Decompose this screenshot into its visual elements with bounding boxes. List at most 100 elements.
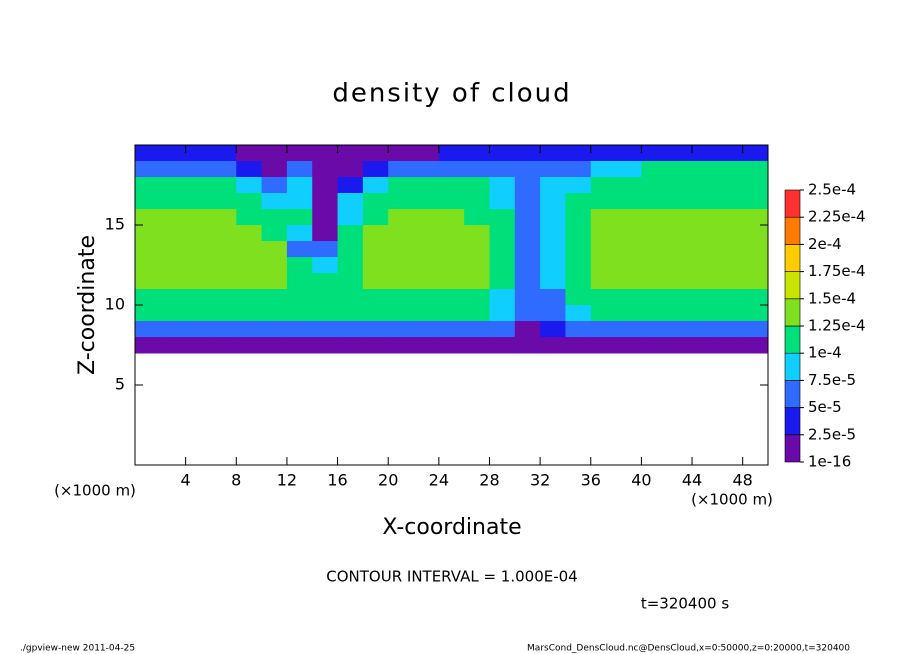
heat-cell xyxy=(666,289,693,306)
chart-title: density of cloud xyxy=(332,79,571,109)
heat-cell xyxy=(185,337,212,354)
heat-cell xyxy=(641,305,668,322)
heat-cell xyxy=(261,225,288,242)
heat-cell xyxy=(236,161,263,178)
heat-cell xyxy=(464,257,490,274)
heat-cell xyxy=(362,209,389,226)
heat-cell xyxy=(286,145,313,162)
heat-cell xyxy=(160,161,187,178)
heat-cell xyxy=(590,305,617,322)
contour-note: CONTOUR INTERVAL = 1.000E-04 xyxy=(326,568,577,586)
heat-cell xyxy=(413,209,440,226)
heat-cell xyxy=(489,305,516,322)
heat-cell xyxy=(413,273,440,290)
heat-cell xyxy=(489,321,516,338)
heat-cell xyxy=(388,145,415,162)
heat-cell xyxy=(565,225,592,242)
heat-cell xyxy=(438,289,465,306)
heat-cell xyxy=(261,241,288,258)
heat-cell xyxy=(565,209,592,226)
heat-cell xyxy=(565,257,592,274)
heat-cell xyxy=(286,177,313,194)
heat-cell xyxy=(641,145,668,162)
heat-cell xyxy=(666,161,693,178)
heat-cell xyxy=(362,273,389,290)
heat-cell xyxy=(666,177,693,194)
heat-cell xyxy=(261,177,288,194)
heat-cell xyxy=(489,337,516,354)
heat-cell xyxy=(540,321,566,338)
heat-cell xyxy=(616,289,642,306)
heat-cell xyxy=(616,225,642,242)
heat-cell xyxy=(666,145,693,162)
heat-cell xyxy=(742,177,769,194)
heat-cell xyxy=(337,193,364,210)
heat-cell xyxy=(236,241,263,258)
heat-cell xyxy=(565,193,592,210)
heat-cell xyxy=(565,145,592,162)
heat-cell xyxy=(135,257,161,274)
heat-cell xyxy=(236,193,263,210)
heat-cell xyxy=(388,177,415,194)
heat-cell xyxy=(261,337,288,354)
heat-cell xyxy=(312,241,339,258)
heat-cell xyxy=(210,305,237,322)
heat-cell xyxy=(286,257,313,274)
heat-cell xyxy=(160,145,187,162)
colorbar-band xyxy=(784,189,801,218)
heat-cell xyxy=(160,209,187,226)
colorbar-band xyxy=(784,216,801,245)
heat-cell xyxy=(692,305,718,322)
heat-cell xyxy=(312,177,339,194)
heat-cell xyxy=(160,289,187,306)
heat-cell xyxy=(717,161,744,178)
heat-cell xyxy=(337,177,364,194)
heat-cell xyxy=(337,241,364,258)
heat-cell xyxy=(135,145,161,162)
heat-cell xyxy=(565,273,592,290)
heat-cell xyxy=(742,337,769,354)
heat-cell xyxy=(692,177,718,194)
heat-cell xyxy=(160,305,187,322)
heat-cell xyxy=(185,257,212,274)
heat-cell xyxy=(692,209,718,226)
heat-cell xyxy=(464,225,490,242)
heat-cell xyxy=(337,257,364,274)
heat-cell xyxy=(135,225,161,242)
heat-cell xyxy=(236,337,263,354)
heat-cell xyxy=(312,321,339,338)
heat-cell xyxy=(565,337,592,354)
heat-cell xyxy=(135,193,161,210)
heat-cell xyxy=(286,305,313,322)
heat-cell xyxy=(590,193,617,210)
heat-cell xyxy=(185,273,212,290)
heat-cell xyxy=(236,273,263,290)
colorbar-band xyxy=(784,407,801,436)
heat-cell xyxy=(286,321,313,338)
heat-cell xyxy=(616,193,642,210)
colorbar-label: 2.25e-4 xyxy=(808,208,866,226)
colorbar-label: 2.5e-5 xyxy=(808,425,856,443)
heat-cell xyxy=(666,321,693,338)
heat-cell xyxy=(413,305,440,322)
heat-cell xyxy=(464,241,490,258)
heat-cell xyxy=(540,257,566,274)
heat-cell xyxy=(388,241,415,258)
heat-cell xyxy=(489,241,516,258)
colorbar-label: 5e-5 xyxy=(808,398,842,416)
colorbar-label: 2.5e-4 xyxy=(808,181,856,199)
heat-cell xyxy=(413,257,440,274)
heat-cell xyxy=(438,177,465,194)
x-unit: (×1000 m) xyxy=(691,491,773,509)
heat-cell xyxy=(413,177,440,194)
heat-cell xyxy=(286,161,313,178)
heat-cell xyxy=(717,241,744,258)
heat-cell xyxy=(236,305,263,322)
heat-cell xyxy=(362,145,389,162)
colorbar-label: 1.5e-4 xyxy=(808,289,856,307)
heat-cell xyxy=(742,273,769,290)
heat-cell xyxy=(742,225,769,242)
heat-cell xyxy=(312,289,339,306)
colorbar-band xyxy=(784,271,801,300)
heat-cell xyxy=(413,289,440,306)
